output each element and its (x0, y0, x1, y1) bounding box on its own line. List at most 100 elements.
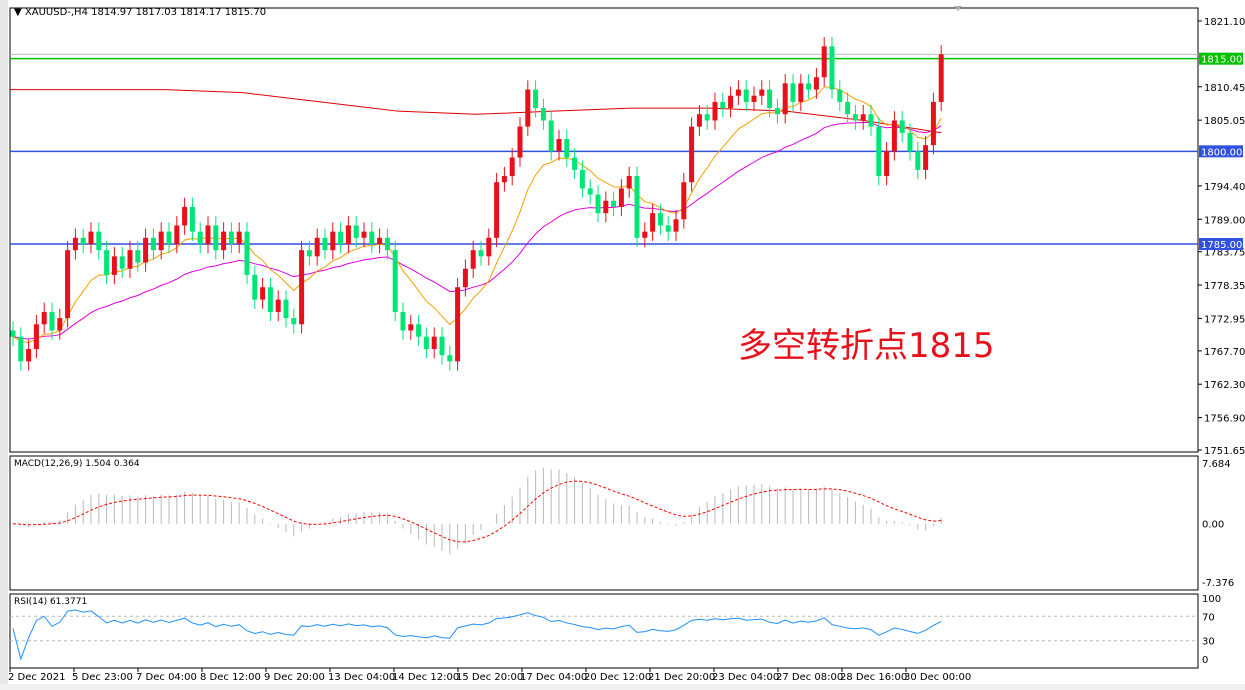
candle-up (813, 77, 819, 90)
ma-mid-line (12, 121, 942, 340)
candle-down (244, 231, 250, 275)
candle-up (182, 206, 188, 226)
level-badge (1199, 52, 1243, 65)
price-tick-label: 1783.75 (1204, 248, 1245, 259)
macd-axis-label: 0.00 (1202, 520, 1224, 531)
candle-down (49, 311, 55, 331)
candle-up (205, 225, 211, 244)
candle-up (650, 213, 656, 232)
candle-down (392, 250, 398, 312)
dropdown-triangle-icon[interactable]: ▼ (14, 7, 22, 18)
candle-up (798, 83, 804, 102)
macd-signal-line (12, 480, 942, 543)
candle-up (930, 101, 936, 146)
candle-up (470, 250, 476, 269)
candle-down (876, 126, 882, 177)
candle-up (735, 89, 741, 96)
candle-up (689, 126, 695, 183)
candle-down (743, 89, 749, 102)
price-tick-label: 1805.05 (1204, 116, 1245, 127)
candle-down (252, 274, 258, 300)
candle-down (665, 225, 671, 232)
time-tick-label: 17 Dec 04:00 (520, 672, 587, 683)
candle-up (88, 231, 94, 244)
candle-up (127, 250, 133, 269)
candle-down (852, 114, 858, 121)
rsi-axis-label: 100 (1202, 594, 1221, 605)
price-tick-label: 1778.35 (1204, 281, 1245, 292)
macd-label: MACD(12,26,9) 1.504 0.364 (14, 459, 140, 469)
candle-down (720, 101, 726, 109)
candle-down (587, 188, 593, 195)
candle-up (923, 145, 929, 170)
candle-down (845, 101, 851, 115)
time-tick-label: 14 Dec 12:00 (392, 672, 459, 683)
candle-up (174, 225, 180, 244)
candle-down (806, 83, 812, 90)
candle-up (751, 95, 757, 102)
candle-down (80, 237, 86, 244)
candle-down (837, 89, 843, 102)
candle-down (283, 299, 289, 319)
annotation-text: 多空转折点1815 (738, 326, 995, 366)
candle-up (72, 237, 78, 251)
main-pane-frame (9, 7, 1199, 453)
candle-down (767, 89, 773, 109)
candle-up (712, 101, 718, 121)
candle-up (728, 95, 734, 109)
time-tick-label: 21 Dec 20:00 (648, 672, 715, 683)
candle-up (642, 231, 648, 238)
candle-down (353, 225, 359, 238)
candle-up (361, 231, 367, 238)
candle-down (439, 336, 445, 356)
rsi-axis-label: 0 (1202, 655, 1208, 666)
candle-up (759, 89, 765, 96)
candle-down (267, 287, 273, 312)
candle-up (891, 120, 897, 152)
candle-down (338, 231, 344, 244)
macd-axis-label: 7.684 (1202, 459, 1231, 470)
candle-down (150, 237, 156, 251)
price-tick-label: 1789.00 (1204, 215, 1245, 226)
candle-down (18, 336, 24, 362)
candle-up (494, 182, 500, 238)
candle-down (595, 194, 601, 214)
price-tick-label: 1772.95 (1204, 314, 1245, 325)
candle-up (603, 200, 609, 214)
left-strip (0, 0, 8, 690)
level-badge-label: 1800.00 (1201, 147, 1242, 158)
candle-up (696, 114, 702, 127)
candle-down (166, 231, 172, 244)
candle-down (774, 108, 780, 115)
rsi-line (12, 609, 942, 661)
candle-down (119, 256, 125, 269)
candle-up (821, 46, 827, 78)
candle-down (10, 330, 16, 337)
candle-up (938, 54, 944, 102)
candle-down (306, 250, 312, 257)
candle-up (26, 349, 32, 362)
ma-fast-line (12, 86, 942, 344)
candle-down (447, 355, 453, 362)
candle-up (681, 182, 687, 220)
price-tick-label: 1767.70 (1204, 347, 1245, 358)
candle-down (228, 231, 234, 244)
symbol-label: XAUUSD-,H4 (24, 7, 88, 18)
candle-up (462, 268, 468, 288)
candle-up (221, 231, 227, 251)
time-tick-label: 30 Dec 00:00 (904, 672, 971, 683)
candle-down (135, 250, 141, 263)
candle-up (408, 324, 414, 331)
price-tick-label: 1810.45 (1204, 83, 1245, 94)
time-tick-label: 27 Dec 08:00 (776, 672, 843, 683)
candle-down (384, 237, 390, 251)
price-tick-label: 1794.40 (1204, 182, 1245, 193)
candle-down (829, 46, 835, 90)
candle-up (330, 231, 336, 251)
time-tick-label: 15 Dec 20:00 (456, 672, 523, 683)
candle-up (673, 219, 679, 232)
time-tick-label: 7 Dec 04:00 (136, 672, 197, 683)
candle-up (525, 89, 531, 127)
